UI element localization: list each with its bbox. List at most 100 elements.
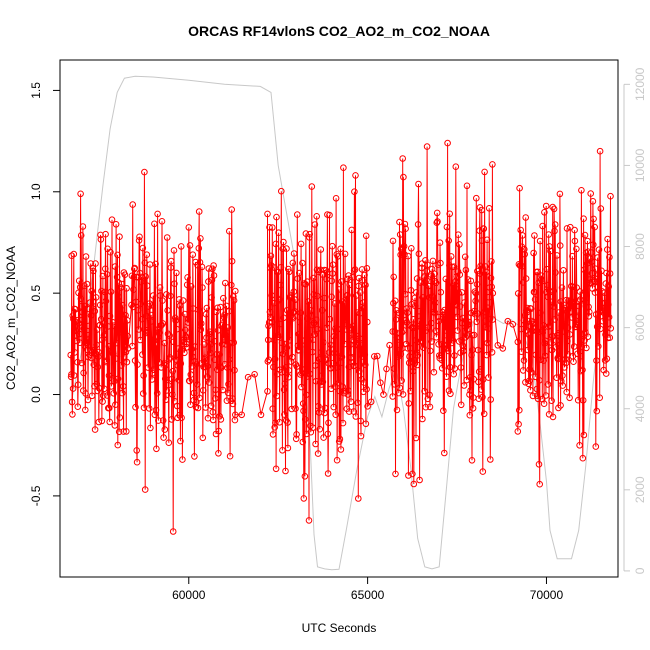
data-point (155, 329, 163, 337)
data-point (328, 277, 336, 285)
data-point (564, 324, 572, 332)
data-point (540, 400, 548, 408)
data-point (154, 210, 161, 218)
data-point (436, 239, 444, 246)
data-point (87, 347, 94, 354)
data-point (298, 383, 305, 391)
data-point (344, 291, 351, 299)
data-point (486, 315, 494, 323)
data-point (554, 331, 561, 339)
data-point (99, 272, 107, 280)
data-point (291, 308, 298, 315)
data-point (143, 312, 150, 320)
data-point (477, 366, 485, 373)
data-point (465, 318, 473, 326)
data-point (226, 452, 234, 460)
data-point (71, 323, 79, 330)
data-point (577, 296, 584, 303)
data-point (391, 381, 398, 388)
data-point (104, 323, 112, 330)
data-point (98, 287, 105, 295)
data-point (189, 251, 197, 258)
y2-tick-label: 10000 (633, 148, 647, 182)
data-point (320, 434, 327, 441)
data-point (432, 279, 440, 287)
data-point (555, 309, 563, 316)
data-point (525, 331, 533, 339)
data-point (195, 208, 203, 215)
data-point (203, 304, 211, 312)
data-point (536, 377, 543, 384)
data-point (164, 307, 171, 314)
data-point (331, 300, 339, 307)
data-point (432, 299, 439, 306)
data-point (301, 337, 308, 344)
data-point (405, 400, 413, 407)
data-point (170, 338, 177, 346)
data-point (430, 368, 438, 376)
data-point (283, 344, 291, 352)
data-point (187, 371, 195, 378)
data-point (289, 259, 297, 267)
data-point (162, 396, 170, 404)
data-point (149, 302, 157, 309)
data-point (147, 424, 154, 432)
data-point (594, 254, 601, 261)
data-point (551, 227, 558, 235)
data-point (309, 348, 316, 356)
data-point (536, 480, 544, 488)
data-point (223, 397, 231, 405)
data-point (269, 431, 277, 438)
data-point (404, 345, 412, 352)
data-point (349, 274, 356, 281)
data-point (318, 372, 326, 380)
data-point (299, 400, 307, 407)
data-point (389, 393, 397, 400)
data-point (396, 231, 404, 238)
data-point (413, 275, 421, 282)
data-point (406, 345, 414, 352)
data-point (116, 233, 123, 240)
data-point (417, 339, 424, 346)
data-point (179, 297, 187, 304)
data-point (337, 446, 345, 453)
data-point (151, 411, 159, 419)
data-point (475, 395, 483, 403)
data-point (352, 413, 360, 420)
data-point (404, 309, 411, 317)
data-point (516, 406, 523, 414)
data-point (594, 283, 602, 291)
data-point (334, 364, 341, 372)
data-point (483, 236, 491, 244)
data-point (556, 352, 563, 359)
data-point (528, 368, 535, 376)
data-point (426, 403, 434, 411)
data-point (341, 250, 349, 258)
data-point (532, 373, 539, 381)
data-point (265, 319, 273, 326)
data-point (97, 236, 105, 243)
data-point (313, 266, 321, 274)
data-point (112, 355, 120, 362)
data-point (484, 304, 492, 312)
data-point (398, 329, 406, 336)
data-point (278, 187, 285, 195)
data-point (348, 330, 356, 337)
data-point (275, 229, 282, 236)
data-point (530, 249, 537, 257)
data-point (231, 366, 238, 374)
data-point (599, 317, 607, 325)
data-point (175, 296, 183, 303)
data-point (521, 251, 529, 258)
data-point (600, 309, 607, 316)
data-point (460, 382, 468, 389)
data-point (135, 326, 142, 333)
data-point (438, 341, 445, 348)
data-point (214, 304, 221, 312)
data-point (332, 411, 340, 419)
data-point (445, 237, 453, 244)
data-point (466, 411, 474, 419)
data-point (114, 441, 122, 449)
data-point (440, 311, 447, 319)
